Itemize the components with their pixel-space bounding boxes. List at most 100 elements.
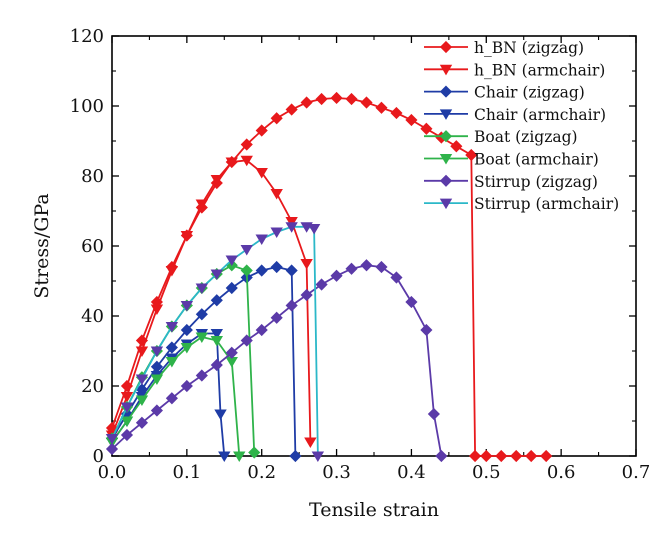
data-point (289, 449, 302, 463)
data-point (150, 374, 164, 386)
data-point (375, 101, 388, 114)
data-point (540, 449, 553, 463)
series-line (111, 266, 297, 457)
series-0 (105, 91, 553, 463)
x-tick-label: 0.1 (173, 462, 202, 483)
data-point (390, 106, 403, 120)
data-point (480, 449, 493, 463)
data-point (195, 308, 208, 321)
series-5 (105, 332, 246, 463)
legend-marker (439, 40, 453, 54)
data-point (135, 395, 149, 407)
data-point (240, 244, 253, 256)
y-tick-label: 40 (81, 306, 104, 327)
data-point (135, 416, 149, 429)
data-point (300, 96, 313, 109)
data-point (165, 392, 178, 405)
data-point (360, 96, 373, 109)
legend-item: h_BN (zigzag) (424, 39, 584, 57)
x-tick-label: 0.2 (247, 462, 276, 483)
series-line (111, 336, 241, 457)
data-point (150, 304, 164, 316)
legend-item: Chair (armchair) (424, 106, 606, 124)
data-point (270, 112, 283, 125)
legend-label: Chair (armchair) (474, 106, 606, 124)
y-tick-label: 60 (81, 236, 104, 257)
data-point (218, 451, 231, 463)
data-point (420, 323, 433, 337)
data-point (210, 358, 223, 372)
data-point (240, 334, 253, 347)
data-point (375, 260, 388, 274)
data-point (210, 328, 223, 340)
data-point (180, 230, 194, 242)
data-point (390, 271, 403, 284)
legend-label: Boat (armchair) (474, 151, 599, 169)
data-point (120, 402, 134, 414)
legend-item: Boat (zigzag) (424, 128, 578, 146)
series-1 (105, 155, 317, 449)
data-point (180, 323, 193, 337)
data-point (285, 264, 298, 277)
data-point (420, 122, 433, 135)
data-point (225, 281, 238, 295)
data-point (311, 451, 325, 463)
data-point (195, 283, 209, 295)
x-tick-label: 0.4 (397, 462, 426, 483)
data-point (330, 91, 343, 105)
data-point (270, 227, 283, 239)
x-tick-label: 0.0 (98, 462, 127, 483)
data-point (214, 409, 227, 421)
data-point (240, 264, 253, 277)
data-point (255, 264, 268, 277)
data-point (300, 288, 313, 302)
data-point (240, 138, 253, 151)
x-tick-label: 0.6 (547, 462, 576, 483)
legend-marker (439, 198, 453, 210)
y-tick-label: 80 (81, 166, 104, 187)
data-point (165, 321, 179, 333)
data-point (120, 416, 134, 428)
legend-marker (439, 64, 453, 76)
legend-label: Stirrup (armchair) (474, 195, 619, 213)
ticks-layer: 0.0 0.1 0.2 0.3 0.4 0.5 0.6 0.7 0 20 40 60 80 100 120 (70, 26, 651, 483)
legend-item: Chair (zigzag) (424, 84, 585, 102)
x-axis-label: Tensile strain (309, 499, 439, 521)
data-point (495, 449, 508, 463)
series-6 (105, 259, 448, 463)
data-point (135, 346, 149, 358)
data-point (255, 124, 268, 137)
legend-item: Stirrup (armchair) (424, 195, 619, 213)
y-axis-label: Stress/GPa (31, 193, 53, 298)
data-point (255, 234, 268, 246)
data-point (360, 259, 373, 272)
data-point (255, 323, 268, 337)
data-point (525, 449, 538, 463)
legend-marker (439, 85, 453, 98)
data-point (210, 294, 223, 307)
y-tick-label: 0 (93, 446, 104, 467)
series-line (111, 225, 319, 457)
data-point (345, 92, 358, 106)
data-point (195, 369, 208, 382)
data-point (468, 449, 482, 463)
data-point (345, 262, 358, 275)
data-point (225, 157, 238, 169)
data-point (270, 260, 283, 274)
data-point (270, 188, 283, 200)
legend-item: h_BN (armchair) (424, 61, 605, 79)
data-point (165, 265, 179, 277)
data-point (285, 222, 298, 233)
data-point (270, 311, 283, 324)
legend-label: Stirrup (zigzag) (474, 173, 598, 191)
data-point (105, 442, 119, 456)
legend-label: h_BN (zigzag) (474, 39, 584, 57)
data-point (210, 335, 223, 347)
data-point (304, 437, 317, 449)
series-layer (105, 91, 553, 463)
data-point (180, 342, 194, 354)
data-point (315, 92, 328, 106)
data-point (120, 428, 134, 442)
